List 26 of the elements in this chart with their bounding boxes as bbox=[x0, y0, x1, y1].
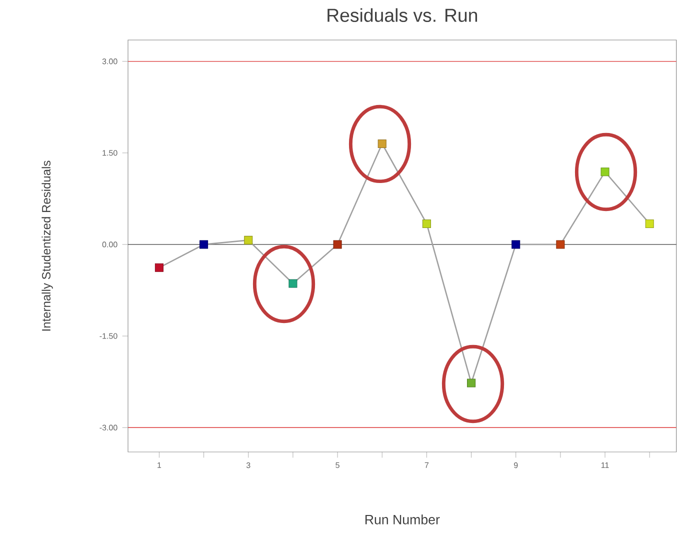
point bbox=[288, 279, 298, 288]
point bbox=[645, 219, 654, 228]
point bbox=[378, 139, 386, 148]
point bbox=[154, 263, 164, 272]
x-tick-label: 7 bbox=[424, 462, 429, 468]
y-tick-label: 3.00 bbox=[102, 58, 118, 64]
point bbox=[600, 168, 610, 176]
point bbox=[512, 240, 520, 249]
y-tick-label: -1.50 bbox=[100, 333, 118, 339]
x-tick-label: 9 bbox=[514, 462, 518, 468]
point bbox=[422, 219, 431, 228]
y-axis-title: Internally Studentized Residuals bbox=[42, 160, 53, 331]
point bbox=[244, 236, 253, 244]
x-tick-label: 11 bbox=[601, 462, 609, 468]
x-tick-label: 1 bbox=[158, 462, 162, 468]
y-tick-label: 0.00 bbox=[102, 242, 118, 248]
point bbox=[200, 240, 208, 249]
x-tick-label: 5 bbox=[336, 462, 340, 468]
point bbox=[467, 378, 476, 388]
point bbox=[333, 240, 342, 249]
point bbox=[556, 240, 565, 249]
x-tick-label: 3 bbox=[246, 462, 250, 468]
chart-title: Residuals vs. Run bbox=[328, 8, 478, 22]
x-axis-title: Run Number bbox=[365, 514, 440, 524]
y-tick-label: 1.50 bbox=[102, 150, 118, 156]
y-tick-label: -3.00 bbox=[100, 424, 118, 430]
